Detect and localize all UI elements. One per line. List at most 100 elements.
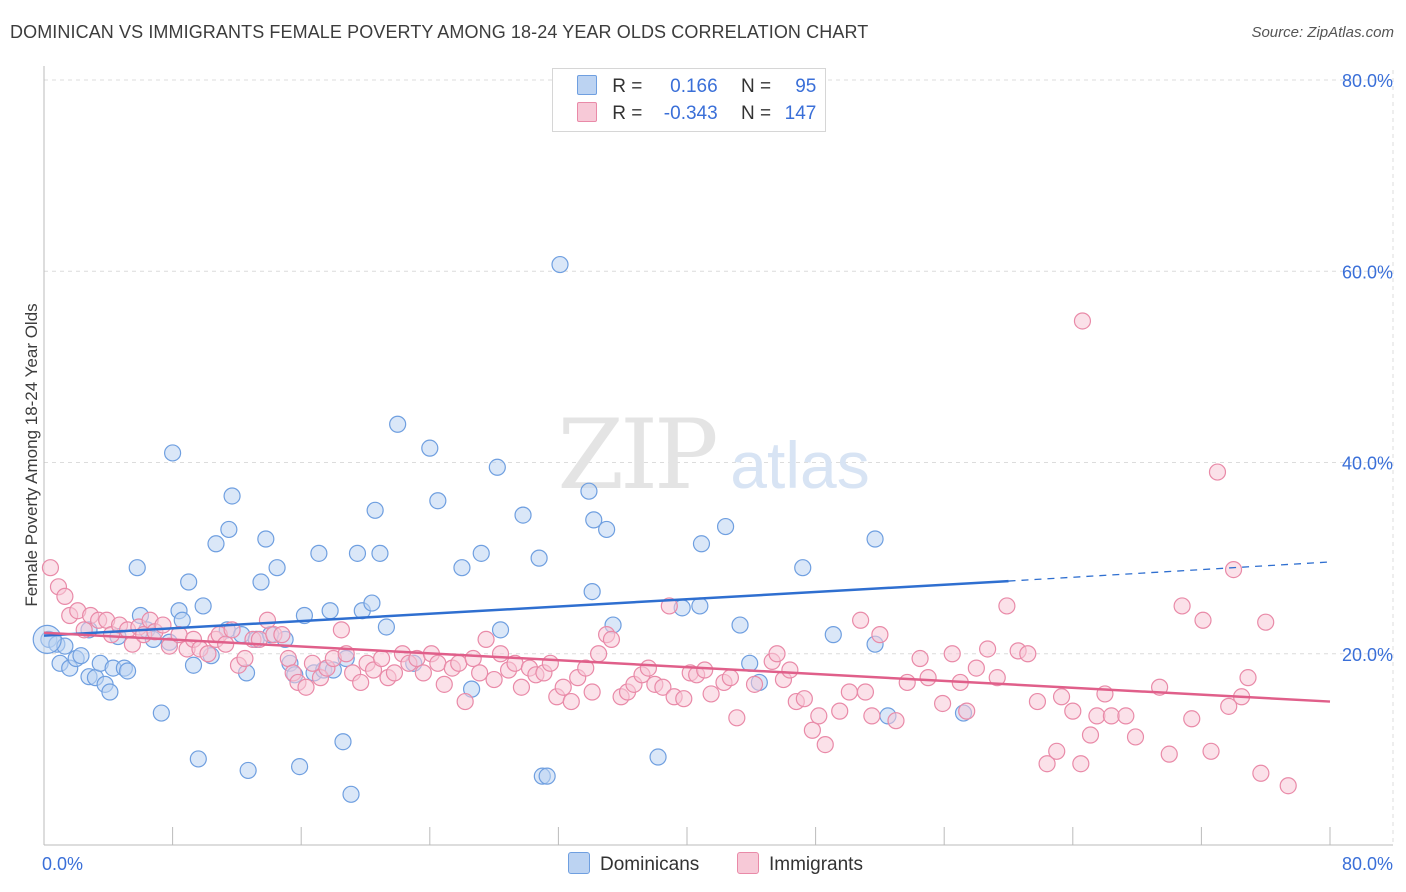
immigrants-point bbox=[696, 661, 714, 679]
source-label: Source: ZipAtlas.com bbox=[1251, 24, 1394, 41]
immigrants-point bbox=[958, 702, 976, 720]
immigrants-point bbox=[258, 611, 277, 629]
dominicans-point bbox=[389, 415, 407, 433]
immigrants-point bbox=[803, 721, 821, 739]
immigrants-point bbox=[745, 675, 764, 693]
immigrants-point bbox=[1072, 755, 1090, 773]
immigrants-point bbox=[721, 669, 740, 687]
immigrants-point bbox=[199, 645, 217, 663]
immigrants-point bbox=[1028, 692, 1047, 711]
dominicans-point bbox=[580, 482, 598, 500]
immigrants-point bbox=[464, 649, 482, 668]
dominicans-point bbox=[101, 683, 119, 701]
immigrants-point bbox=[554, 678, 572, 696]
dominicans-point bbox=[583, 582, 601, 601]
legend-r-value: 0.166 bbox=[670, 76, 718, 97]
dominicans-point bbox=[184, 656, 203, 674]
bottom-legend-label-dominicans: Dominicans bbox=[600, 854, 700, 875]
axes bbox=[43, 66, 1393, 846]
dominicans-point bbox=[220, 520, 238, 539]
bottom-legend-dominicans[interactable]: Dominicans bbox=[568, 852, 699, 876]
trend-line-immigrants bbox=[43, 631, 1331, 703]
immigrants-point bbox=[1064, 702, 1082, 720]
dominicans-point bbox=[691, 597, 709, 615]
immigrants-point bbox=[979, 640, 997, 658]
legend-n-value: 147 bbox=[784, 103, 817, 124]
immigrants-point bbox=[123, 635, 142, 653]
dominicans-point bbox=[731, 616, 749, 634]
immigrants-point bbox=[1126, 728, 1145, 746]
immigrants-point bbox=[898, 673, 916, 692]
immigrants-point bbox=[816, 735, 834, 754]
dominicans-point bbox=[453, 559, 471, 577]
trend-line-dominicans bbox=[43, 579, 1009, 637]
dominicans-point bbox=[716, 517, 735, 536]
dominicans-point bbox=[239, 761, 257, 780]
immigrants-point bbox=[512, 678, 531, 696]
immigrants-point bbox=[728, 709, 746, 727]
immigrants-point bbox=[887, 712, 905, 730]
immigrants-point bbox=[303, 654, 322, 672]
trend-line-dominicans-extension bbox=[1008, 561, 1331, 582]
immigrants-point bbox=[781, 661, 799, 679]
immigrants-point bbox=[998, 597, 1016, 615]
dominicans-point bbox=[421, 439, 439, 457]
immigrants-point bbox=[810, 707, 828, 725]
legend-r-label: R = bbox=[612, 76, 643, 97]
dominicans-point bbox=[152, 704, 170, 722]
immigrants-point bbox=[871, 626, 889, 644]
immigrants-point bbox=[1239, 669, 1257, 687]
immigrants-point bbox=[56, 587, 74, 605]
dominicans-point bbox=[128, 559, 146, 577]
immigrants-point bbox=[352, 673, 370, 692]
dominicans-point bbox=[598, 520, 616, 539]
immigrants-point bbox=[332, 621, 350, 639]
immigrants-point bbox=[831, 702, 849, 720]
y-tick-label: 80.0% bbox=[1342, 71, 1393, 91]
immigrants-point bbox=[1252, 764, 1270, 782]
immigrants-point bbox=[471, 664, 489, 682]
immigrants-point bbox=[1081, 726, 1100, 744]
dominicans-point bbox=[310, 544, 328, 562]
dominicans-point bbox=[741, 654, 759, 672]
legend-swatch-dominicans bbox=[577, 75, 597, 95]
immigrants-point bbox=[429, 654, 447, 672]
dominicans-point bbox=[118, 662, 137, 680]
immigrants-point bbox=[702, 685, 720, 703]
immigrants-point bbox=[943, 645, 961, 663]
dominicans-point bbox=[363, 594, 381, 612]
dominicans-point bbox=[377, 618, 395, 636]
immigrants-point bbox=[236, 649, 254, 668]
immigrants-point bbox=[485, 670, 503, 689]
immigrants-point bbox=[577, 659, 595, 677]
immigrants-point bbox=[385, 664, 404, 682]
dominicans-point bbox=[164, 444, 182, 462]
dominicans-point bbox=[173, 611, 191, 629]
dominicans-point bbox=[649, 748, 667, 766]
dominicans-point bbox=[366, 501, 384, 519]
immigrants-point bbox=[154, 616, 172, 634]
dominicans-point bbox=[472, 544, 490, 562]
dominicans-point bbox=[514, 506, 532, 524]
bottom-legend-swatch-immigrants bbox=[737, 852, 759, 874]
bottom-legend-label-immigrants: Immigrants bbox=[769, 854, 863, 875]
immigrants-point bbox=[217, 635, 235, 653]
legend-r-value: -0.343 bbox=[663, 103, 718, 124]
immigrants-point bbox=[435, 675, 453, 693]
y-tick-label: 60.0% bbox=[1342, 262, 1393, 282]
immigrants-point bbox=[589, 645, 608, 663]
immigrants-point bbox=[840, 683, 858, 701]
immigrants-point bbox=[660, 597, 678, 615]
dominicans-point bbox=[342, 785, 360, 803]
immigrants-point bbox=[988, 669, 1006, 687]
bottom-legend-immigrants[interactable]: Immigrants bbox=[737, 852, 863, 876]
dominicans-point bbox=[491, 621, 510, 639]
immigrants-point bbox=[1088, 707, 1106, 725]
tick-labels: 20.0% 40.0% 60.0% 80.0% 0.0% 80.0% bbox=[42, 71, 1393, 874]
immigrants-point bbox=[160, 637, 178, 655]
immigrants-point bbox=[1257, 613, 1275, 631]
watermark: ZIP atlas bbox=[557, 399, 869, 511]
immigrants-point bbox=[1073, 312, 1092, 330]
immigrants-point bbox=[768, 645, 786, 663]
